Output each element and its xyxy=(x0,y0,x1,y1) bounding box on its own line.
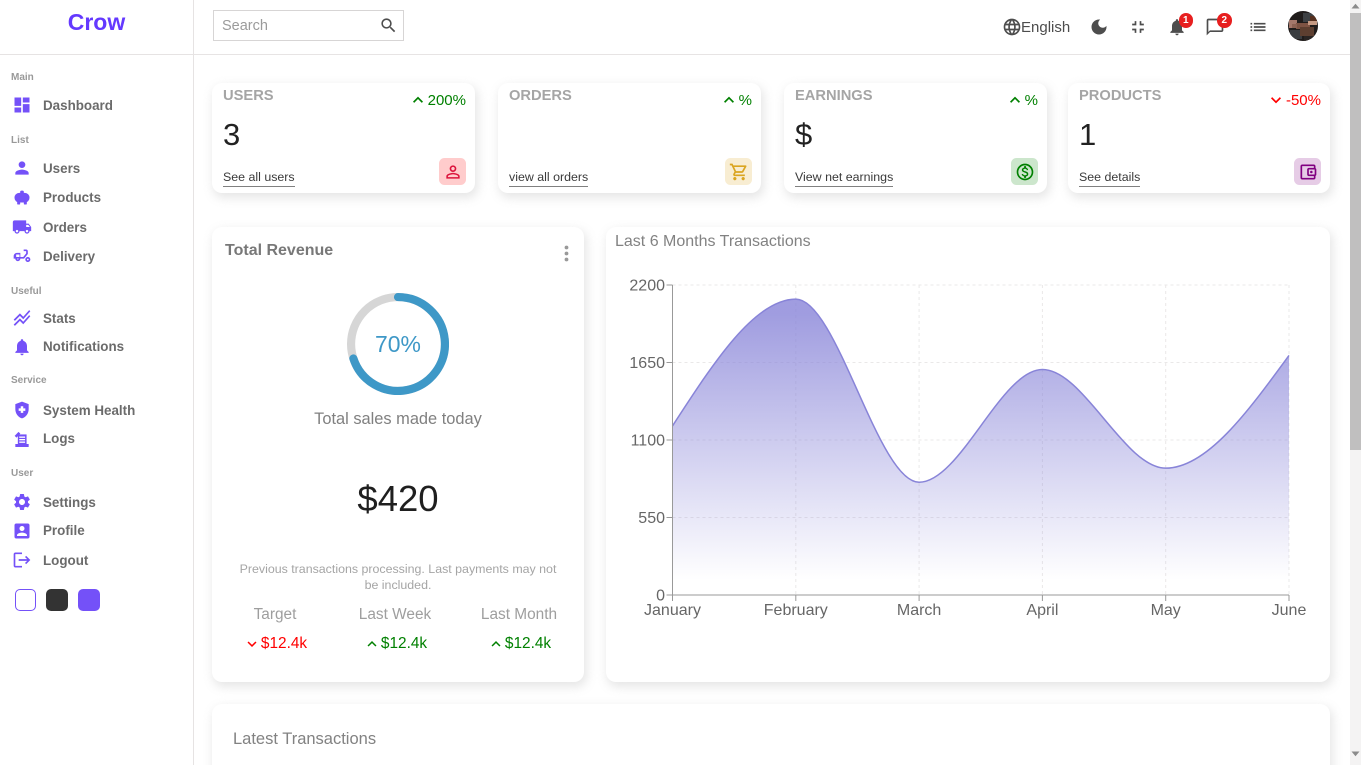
svg-text:February: February xyxy=(764,602,828,619)
svg-text:1100: 1100 xyxy=(631,433,666,450)
svg-text:January: January xyxy=(644,602,701,619)
svg-text:0: 0 xyxy=(656,588,665,605)
svg-text:May: May xyxy=(1151,602,1181,619)
svg-text:April: April xyxy=(1026,602,1058,619)
svg-text:1650: 1650 xyxy=(629,355,665,372)
svg-text:2200: 2200 xyxy=(629,278,665,295)
svg-text:550: 550 xyxy=(638,510,665,527)
svg-text:March: March xyxy=(897,602,941,619)
svg-text:70%: 70% xyxy=(375,331,421,357)
svg-text:June: June xyxy=(1272,602,1307,619)
